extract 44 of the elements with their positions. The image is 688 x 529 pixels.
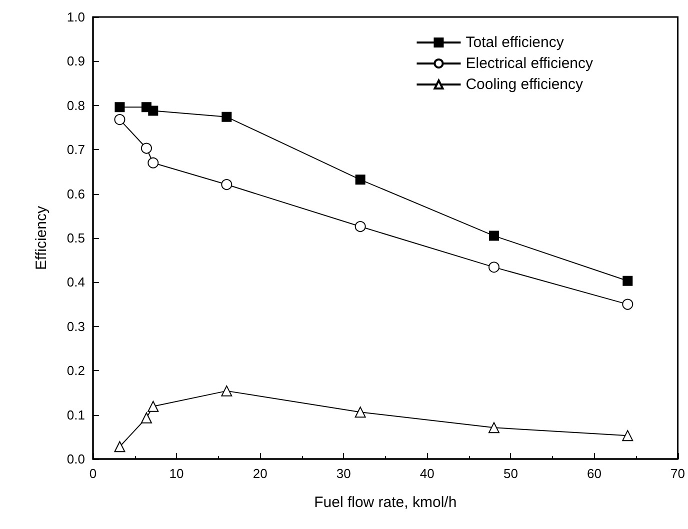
point (140, 142, 152, 154)
point (114, 441, 126, 452)
point (622, 430, 634, 442)
y-axis-title: Efficiency (33, 206, 50, 270)
y-tick-label: 0.9 (66, 54, 85, 69)
point (148, 400, 159, 412)
legend-label: Cooling efficiency (466, 76, 584, 93)
point (622, 298, 634, 310)
legend-label: Total efficiency (466, 34, 564, 51)
point (354, 221, 366, 232)
x-tick-label: 10 (169, 466, 184, 481)
y-tick-label: 0.2 (66, 363, 85, 378)
x-tick-label: 0 (89, 466, 97, 481)
x-tick-label: 20 (252, 466, 268, 481)
y-tick-label: 0.7 (66, 142, 85, 158)
x-axis-title: Fuel flow rate, kmol/h (314, 494, 457, 511)
point (221, 179, 232, 190)
x-tick-label: 50 (503, 466, 518, 481)
y-tick-label: 0.5 (66, 230, 85, 246)
point (114, 102, 125, 112)
y-tick-label: 0.3 (66, 318, 85, 334)
point (488, 230, 499, 241)
point (114, 114, 126, 126)
y-tick-label: 1.0 (66, 10, 85, 24)
legend-label: Electrical efficiency (466, 55, 594, 72)
point (148, 106, 158, 116)
point (622, 276, 633, 286)
point (354, 406, 366, 418)
point (222, 112, 232, 122)
point (488, 262, 500, 273)
y-tick-label: 0.6 (66, 186, 85, 202)
point (488, 422, 500, 434)
x-tick-label: 30 (336, 466, 351, 481)
y-tick-label: 0.8 (66, 98, 85, 113)
point (221, 385, 232, 396)
point (355, 174, 366, 185)
y-tick-label: 0.4 (66, 274, 85, 290)
y-tick-label: 0.1 (66, 407, 85, 422)
x-tick-label: 40 (420, 466, 434, 481)
x-tick-label: 60 (586, 466, 602, 481)
x-tick-label: 70 (670, 466, 686, 481)
point (140, 412, 152, 424)
point (148, 157, 159, 168)
y-tick-label: 0.0 (66, 452, 85, 466)
